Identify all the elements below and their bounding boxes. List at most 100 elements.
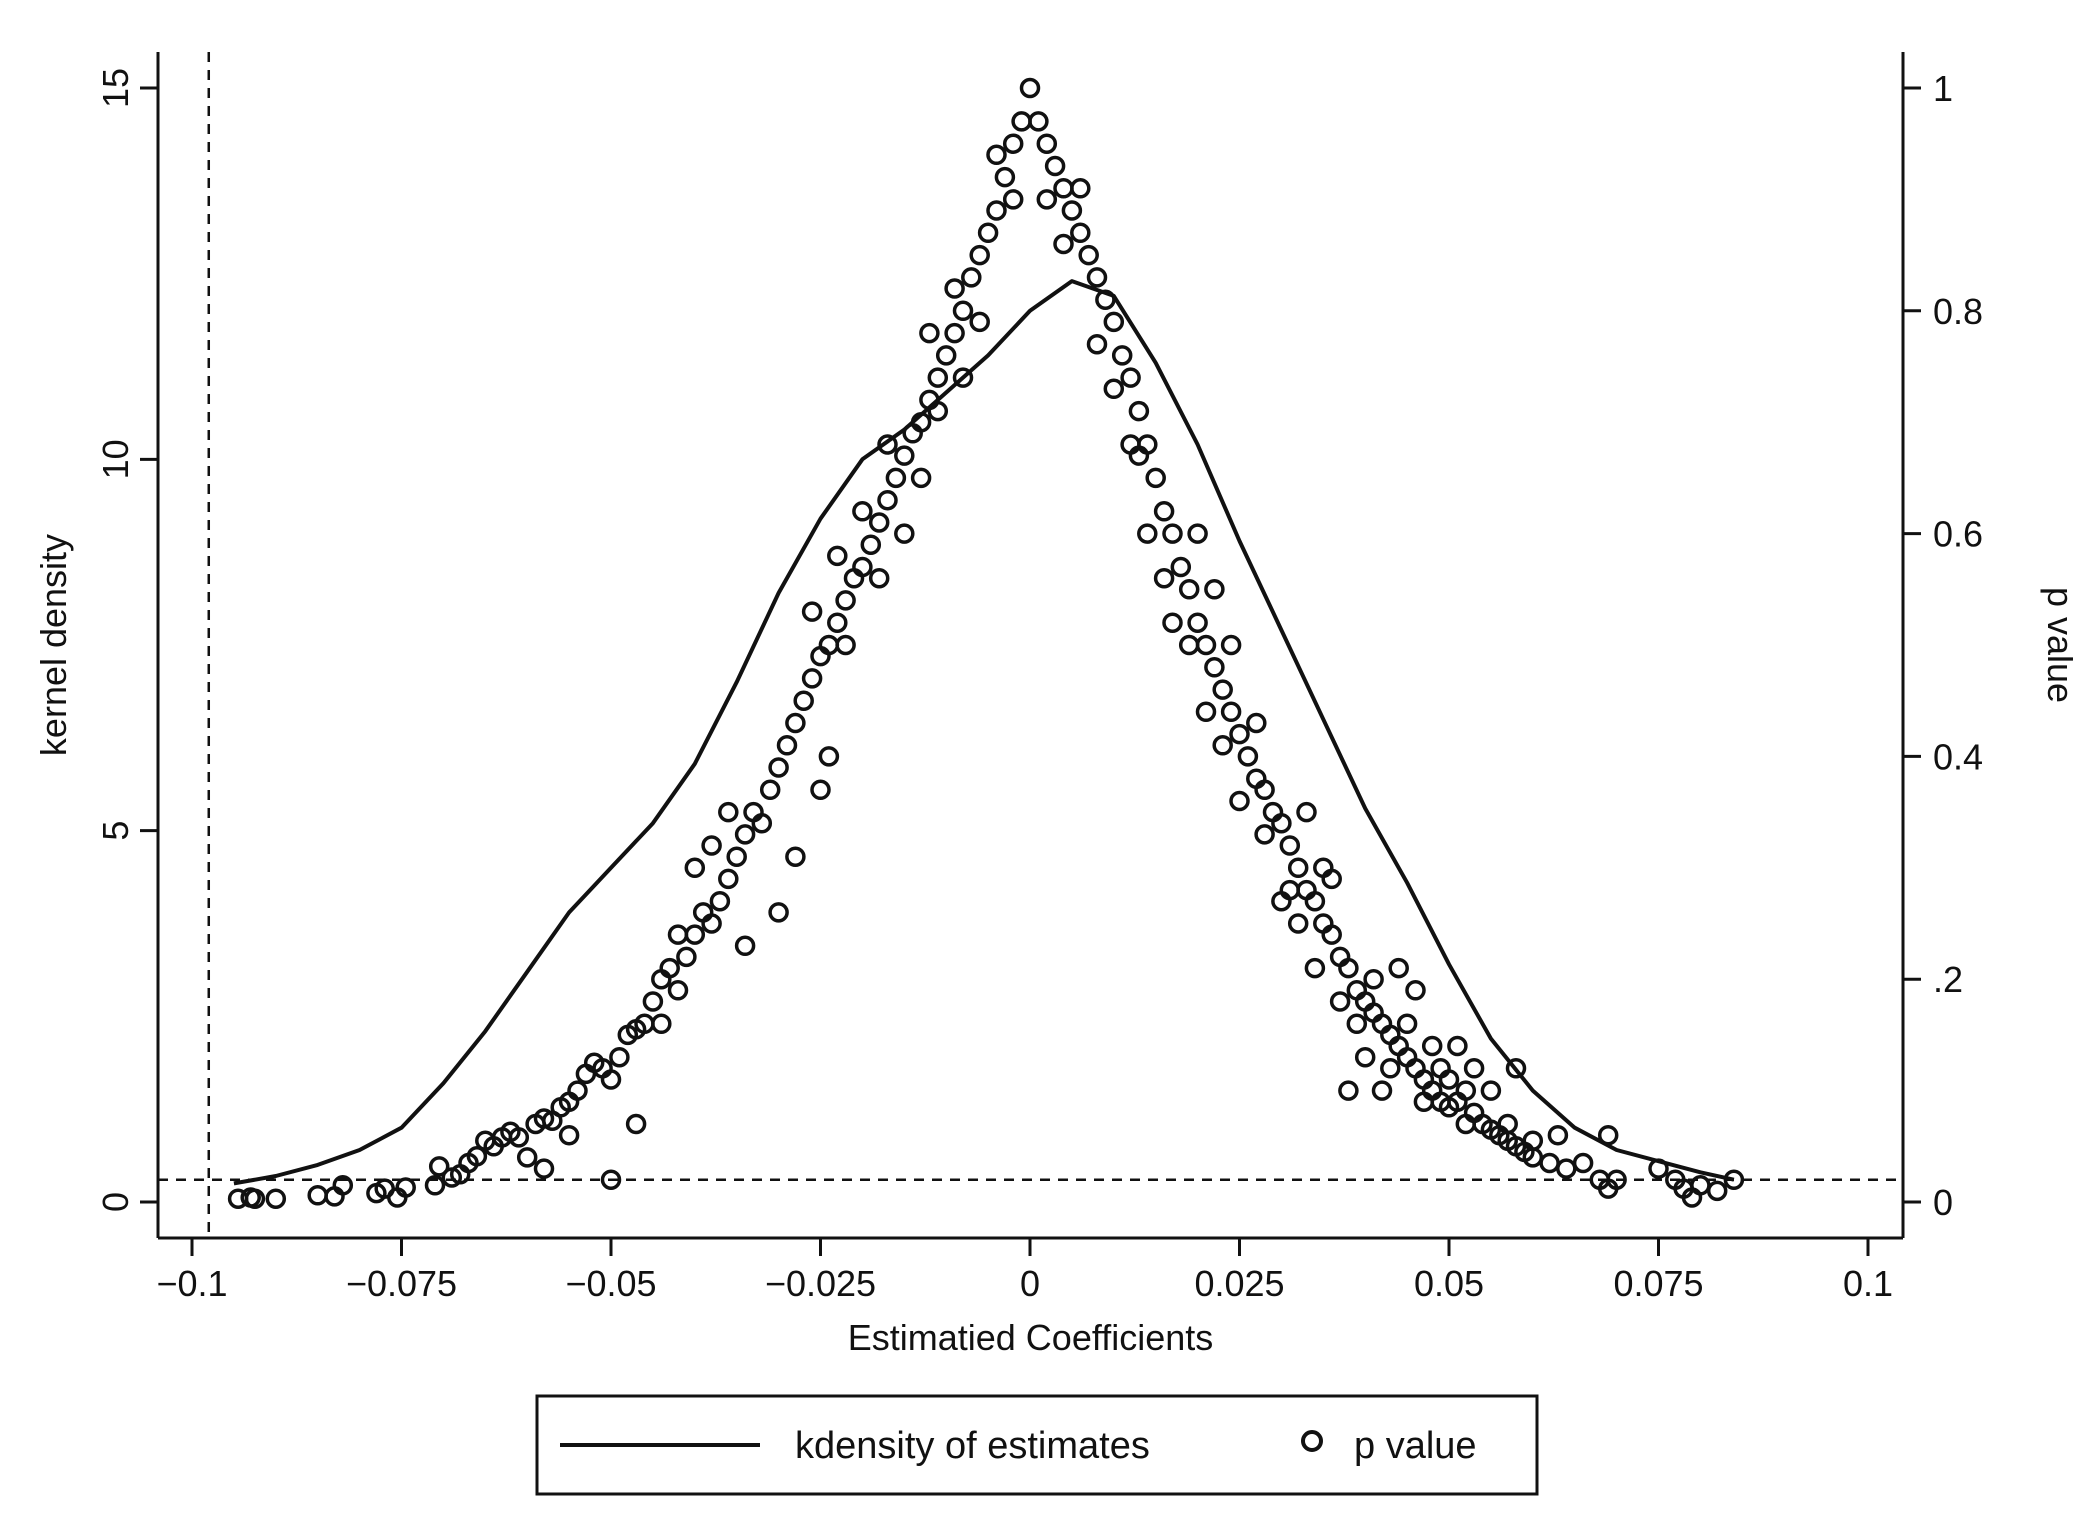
p-value-point — [1279, 835, 1301, 856]
p-value-point — [684, 857, 706, 879]
p-value-point — [1296, 801, 1317, 823]
p-value-point — [776, 735, 798, 756]
x-tick-label: 0.025 — [1194, 1263, 1284, 1304]
p-value-point — [1036, 189, 1058, 210]
p-value-point — [1178, 579, 1200, 600]
p-value-point — [428, 1156, 450, 1177]
p-value-point — [1572, 1152, 1594, 1174]
p-value-point — [852, 501, 873, 522]
p-value-point — [952, 300, 974, 322]
p-value-point — [1723, 1169, 1745, 1190]
p-value-point — [1053, 233, 1074, 255]
p-value-point — [659, 957, 680, 979]
p-value-point — [1078, 244, 1099, 266]
p-value-point — [986, 144, 1007, 166]
p-value-point — [969, 244, 990, 266]
p-value-point — [1338, 957, 1359, 979]
p-value-point — [835, 634, 856, 656]
p-value-point — [768, 757, 789, 778]
p-value-point — [1086, 267, 1108, 288]
p-value-point — [1421, 1035, 1443, 1057]
p-value-point — [977, 222, 999, 244]
p-value-point — [667, 980, 689, 1001]
p-value-point — [1304, 890, 1326, 912]
p-value-point — [1229, 723, 1250, 745]
p-value-point — [1597, 1124, 1619, 1146]
p-value-point — [818, 746, 840, 767]
p-value-point — [718, 801, 739, 823]
p-value-point — [1246, 712, 1267, 734]
p-value-point — [961, 267, 982, 288]
p-value-point — [1212, 679, 1233, 700]
p-value-point — [709, 890, 731, 912]
y-left-tick-label: 5 — [95, 821, 136, 841]
p-value-point — [1036, 133, 1058, 154]
p-value-point — [860, 534, 882, 555]
p-value-point — [701, 913, 722, 934]
p-value-point — [877, 434, 898, 455]
p-value-point — [1480, 1080, 1502, 1101]
p-value-point — [944, 322, 965, 344]
p-value-point — [466, 1146, 488, 1167]
p-value-point — [508, 1127, 530, 1148]
x-tick-label: −0.025 — [765, 1263, 876, 1304]
p-value-point — [868, 567, 890, 589]
p-value-point — [969, 311, 990, 333]
p-value-point — [332, 1175, 354, 1196]
p-value-point — [801, 601, 823, 622]
kdensity-line — [233, 279, 1735, 1186]
p-value-point — [1145, 467, 1166, 489]
p-value-point — [1447, 1035, 1468, 1057]
p-value-point — [1313, 857, 1334, 879]
p-value-point — [1388, 957, 1409, 979]
p-value-point — [1463, 1058, 1485, 1079]
p-value-point — [910, 467, 932, 489]
p-value-point — [1153, 501, 1175, 522]
p-value-point — [567, 1080, 588, 1101]
x-tick-label: 0.1 — [1843, 1263, 1893, 1304]
x-axis-title: Estimatied Coefficients — [848, 1317, 1214, 1358]
p-value-point — [810, 779, 831, 801]
p-value-point — [1304, 957, 1326, 979]
p-value-point — [1220, 634, 1242, 656]
p-value-point — [1505, 1058, 1527, 1079]
p-value-point — [1128, 400, 1150, 422]
p-value-point — [1354, 1046, 1376, 1068]
p-value-point — [667, 924, 689, 945]
p-value-point — [1103, 378, 1125, 400]
p-value-point — [734, 824, 756, 845]
p-value-point — [1237, 746, 1259, 767]
y-left-tick-label: 15 — [95, 68, 136, 108]
p-value-point — [1254, 824, 1275, 845]
p-value-point — [785, 846, 806, 867]
p-value-point — [877, 489, 898, 511]
p-value-point — [919, 322, 940, 344]
p-value-point — [1019, 77, 1041, 99]
x-tick-label: −0.1 — [156, 1263, 227, 1304]
p-value-point — [1153, 567, 1175, 589]
p-value-point — [1455, 1113, 1477, 1135]
p-value-point — [1103, 311, 1125, 333]
p-value-point — [1162, 612, 1183, 633]
p-value-point — [651, 1013, 672, 1035]
p-value-point — [533, 1158, 555, 1179]
p-value-point — [1162, 523, 1183, 544]
p-value-point — [927, 400, 949, 422]
x-tick-label: −0.05 — [565, 1263, 656, 1304]
p-value-point — [609, 1046, 630, 1068]
p-value-point — [1522, 1130, 1544, 1151]
p-value-point — [952, 367, 974, 388]
p-value-point — [676, 946, 697, 968]
x-tick-label: 0.075 — [1613, 1263, 1703, 1304]
p-value-point — [1070, 178, 1091, 199]
legend-label-kdensity: kdensity of estimates — [795, 1425, 1150, 1467]
p-value-point — [1547, 1124, 1569, 1146]
p-value-point — [935, 345, 957, 366]
y-left-tick-label: 10 — [95, 439, 136, 479]
p-value-point — [1187, 612, 1208, 633]
p-value-point — [944, 278, 965, 299]
p-value-point — [1254, 779, 1275, 801]
y-left-tick-label: 0 — [95, 1192, 136, 1212]
p-value-point — [1648, 1158, 1669, 1179]
